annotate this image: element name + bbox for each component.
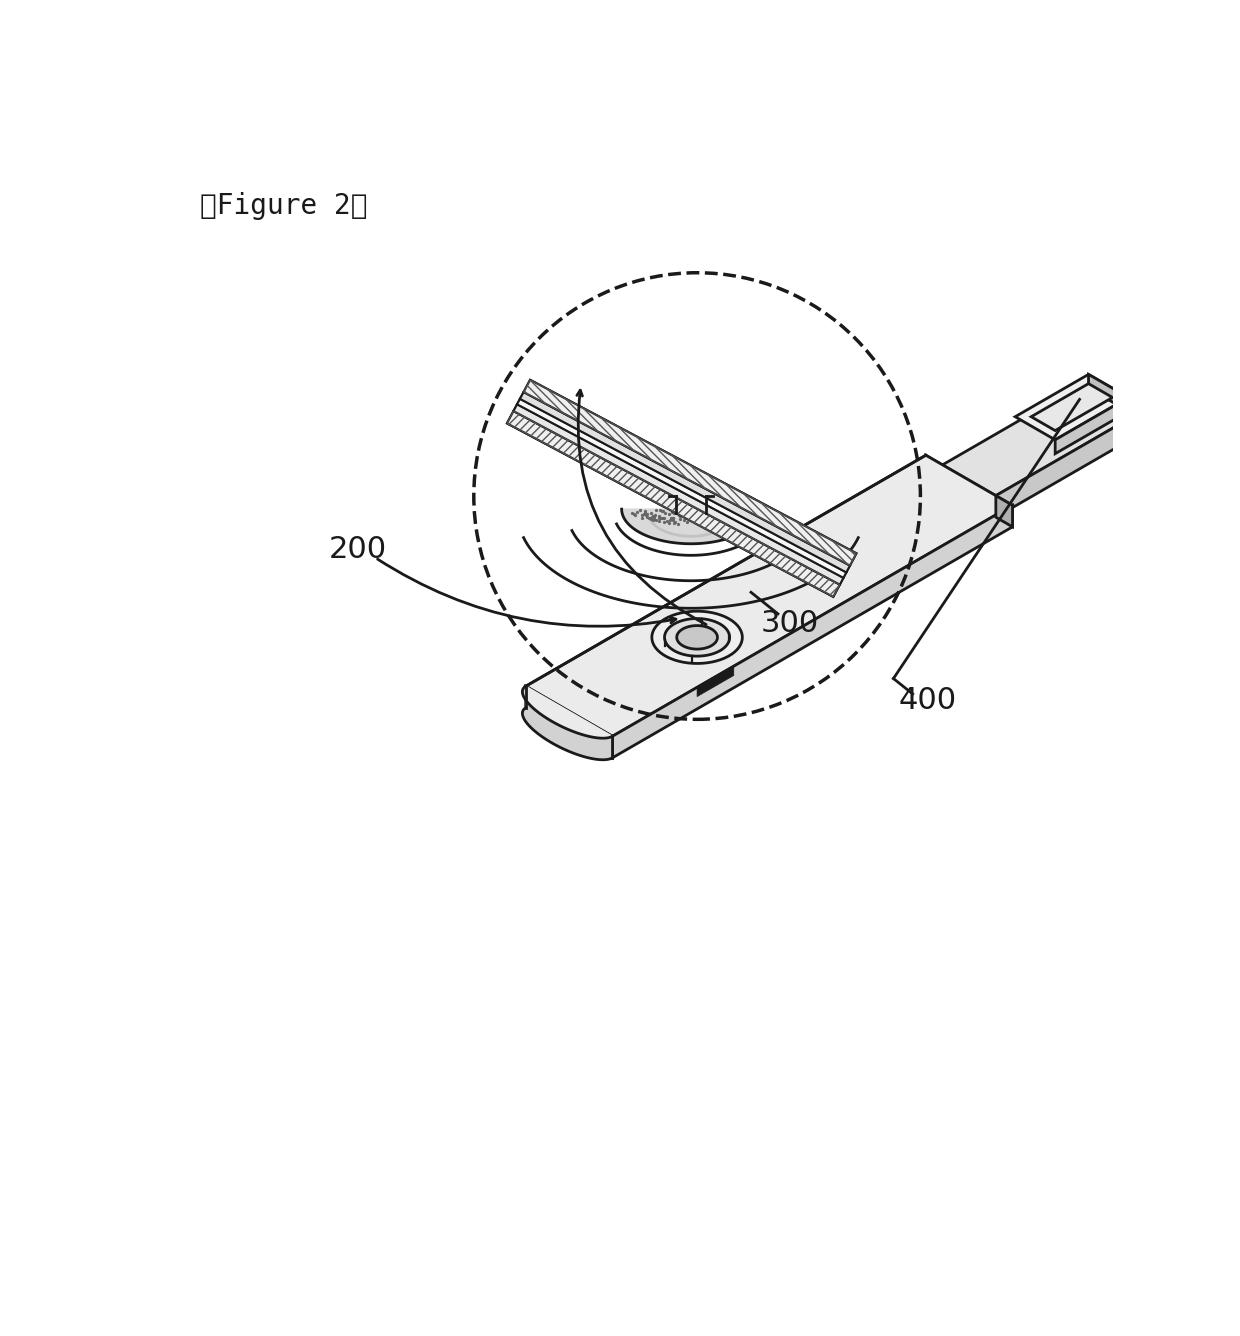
Polygon shape (652, 612, 743, 664)
Polygon shape (926, 456, 942, 486)
Polygon shape (523, 379, 857, 565)
Polygon shape (1055, 398, 1128, 454)
Polygon shape (942, 381, 1142, 496)
Polygon shape (665, 619, 729, 656)
Polygon shape (1089, 381, 1142, 433)
Polygon shape (1032, 383, 1112, 430)
Polygon shape (996, 411, 1142, 517)
Polygon shape (520, 391, 849, 572)
Polygon shape (1016, 374, 1128, 440)
Polygon shape (996, 496, 1013, 526)
Polygon shape (507, 411, 839, 597)
Polygon shape (513, 405, 843, 585)
Text: 200: 200 (330, 536, 387, 564)
Polygon shape (526, 456, 1013, 736)
Polygon shape (522, 687, 613, 739)
Polygon shape (677, 625, 718, 649)
Polygon shape (520, 391, 849, 572)
Polygon shape (613, 505, 1013, 758)
Polygon shape (1089, 374, 1128, 411)
Polygon shape (507, 411, 839, 597)
Polygon shape (517, 399, 847, 577)
Polygon shape (697, 667, 734, 696)
Text: 300: 300 (760, 609, 818, 637)
Polygon shape (517, 399, 847, 577)
Polygon shape (523, 379, 857, 565)
Polygon shape (522, 687, 613, 760)
Text: 400: 400 (899, 685, 957, 715)
Polygon shape (621, 509, 760, 544)
Text: 』Figure 2『: 』Figure 2『 (201, 192, 368, 220)
Polygon shape (513, 405, 843, 585)
Polygon shape (526, 687, 613, 758)
